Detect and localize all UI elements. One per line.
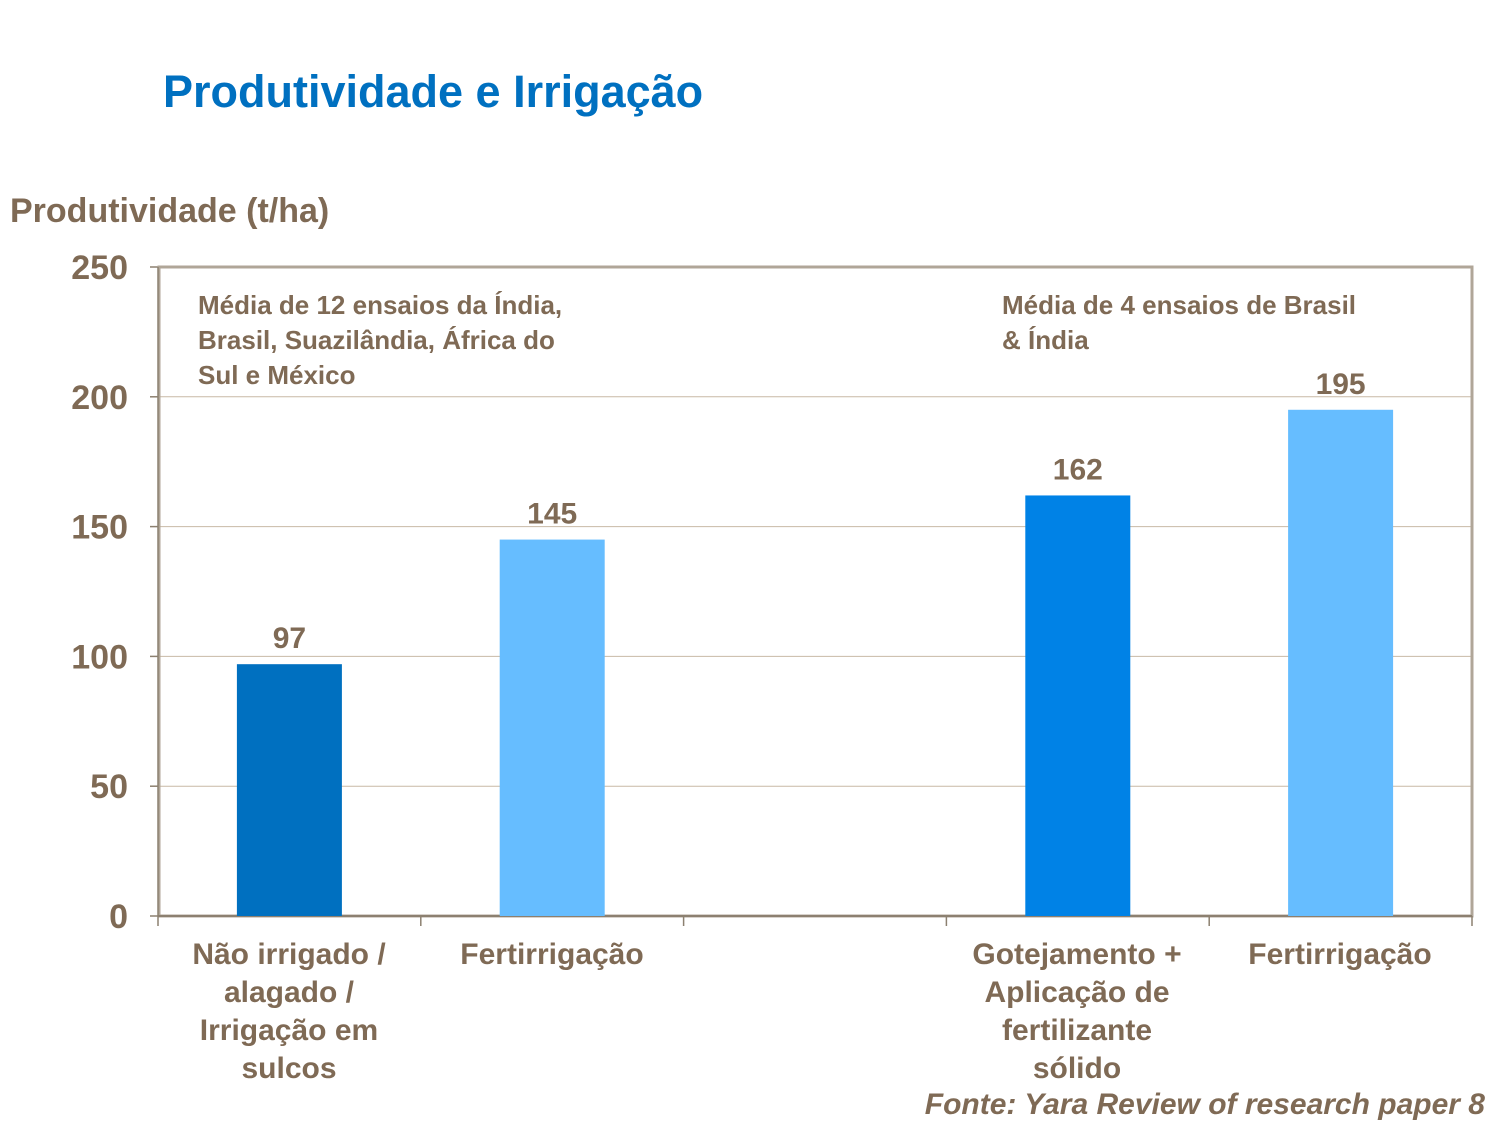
y-tick-label: 50: [90, 768, 128, 806]
source-note: Fonte: Yara Review of research paper 8: [924, 1088, 1485, 1121]
annotation-left: Média de 12 ensaios da Índia, Brasil, Su…: [198, 290, 563, 390]
y-axis-label: Produtividade (t/ha): [10, 192, 330, 230]
data-label: 145: [527, 498, 577, 531]
data-label: 195: [1316, 368, 1366, 401]
x-tick-label: Fertirrigação: [460, 938, 644, 971]
x-tick-label: Não irrigado / alagado / Irrigação em su…: [192, 938, 386, 1085]
bar: [499, 539, 605, 916]
x-tick-label: Fertirrigação: [1248, 938, 1432, 971]
y-tick-label: 250: [71, 249, 128, 287]
x-tick-label: Gotejamento + Aplicação de fertilizante …: [972, 938, 1182, 1085]
y-tick-label: 200: [71, 379, 128, 417]
y-tick-label: 0: [109, 898, 128, 936]
data-label: 162: [1053, 453, 1103, 486]
bar: [1288, 409, 1394, 916]
y-tick-label: 150: [71, 509, 128, 547]
annotation-right: Média de 4 ensaios de Brasil & Índia: [1002, 290, 1357, 355]
y-tick-label: 100: [71, 638, 128, 676]
data-label: 97: [273, 622, 306, 655]
bar: [236, 664, 342, 916]
slide-title: Produtividade e Irrigação: [163, 66, 704, 117]
bar: [1025, 495, 1131, 916]
